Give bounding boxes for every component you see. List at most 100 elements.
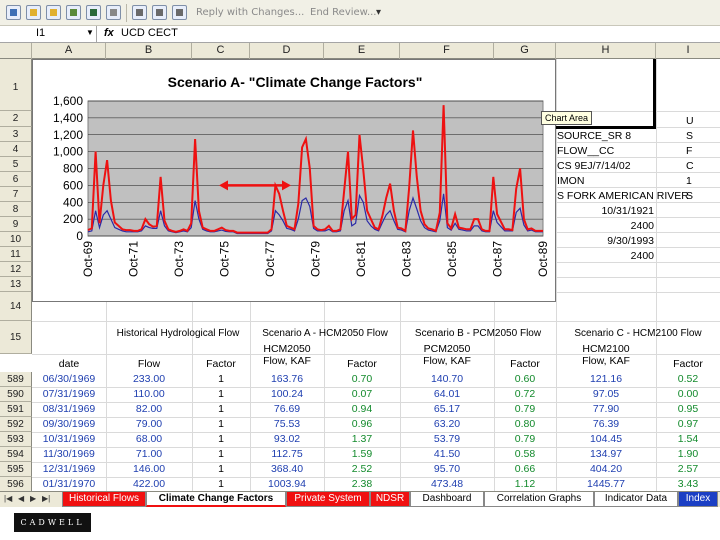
table-cell-c-flow[interactable]: 134.97 <box>589 448 623 460</box>
table-cell-b-flow[interactable]: 473.48 <box>430 478 464 490</box>
tab-private-system[interactable]: Private System <box>286 492 370 507</box>
table-cell-a-flow[interactable]: 93.02 <box>273 433 301 445</box>
table-cell-a-fac[interactable]: 1.59 <box>351 448 373 460</box>
table-cell-b-flow[interactable]: 140.70 <box>430 373 464 385</box>
table-cell-a-fac[interactable]: 1.37 <box>351 433 373 445</box>
table-cell-b-flow[interactable]: 95.70 <box>433 463 461 475</box>
table-cell-a-fac[interactable]: 0.96 <box>351 418 373 430</box>
toolbar-options-icon[interactable]: ▾ <box>376 7 382 18</box>
column-header-c[interactable]: C <box>192 43 250 59</box>
table-cell-b-fac[interactable]: 0.79 <box>514 433 536 445</box>
tab-index[interactable]: Index <box>678 492 718 507</box>
save-icon[interactable] <box>46 5 61 20</box>
factor-header-hist[interactable]: Factor <box>206 358 236 370</box>
end-review-button[interactable]: End Review... <box>310 7 377 18</box>
next-sheet-icon[interactable]: ▶ <box>30 494 37 503</box>
table-cell-date[interactable]: 01/31/1970 <box>42 478 96 490</box>
flow-kaf-header-a[interactable]: Flow, KAF <box>263 355 311 367</box>
row-header[interactable]: 7 <box>0 187 32 202</box>
row-header[interactable]: 5 <box>0 157 32 172</box>
table-cell-c-fac[interactable]: 1.90 <box>677 448 699 460</box>
table-cell-b-flow[interactable]: 41.50 <box>433 448 461 460</box>
table-cell-a-flow[interactable]: 1003.94 <box>268 478 306 490</box>
cell-h9[interactable]: 9/30/1993 <box>607 235 654 247</box>
table-cell-hist[interactable]: 146.00 <box>132 463 166 475</box>
flow-kaf-header-b[interactable]: Flow, KAF <box>423 355 471 367</box>
tab-indicator-data[interactable]: Indicator Data <box>594 492 678 507</box>
first-sheet-icon[interactable]: |◀ <box>4 494 13 503</box>
row-header[interactable]: 11 <box>0 247 32 262</box>
table-cell-a-flow[interactable]: 112.75 <box>271 448 303 460</box>
table-cell-date[interactable]: 06/30/1969 <box>42 373 96 385</box>
historical-flow-header[interactable]: Historical Hydrological Flow <box>116 328 240 339</box>
table-cell-hist[interactable]: 422.00 <box>132 478 166 490</box>
table-cell-hfac[interactable]: 1 <box>218 388 224 400</box>
cell-h8[interactable]: 2400 <box>630 220 654 232</box>
tab-dashboard[interactable]: Dashboard <box>410 492 484 507</box>
table-cell-b-fac[interactable]: 0.79 <box>514 403 536 415</box>
row-header[interactable]: 14 <box>0 292 32 321</box>
row-header[interactable]: 593 <box>0 432 32 447</box>
factor-header-a[interactable]: Factor <box>347 358 377 370</box>
table-cell-date[interactable]: 07/31/1969 <box>42 388 96 400</box>
date-header[interactable]: date <box>58 358 80 370</box>
table-cell-c-flow[interactable]: 77.90 <box>592 403 620 415</box>
table-cell-b-fac[interactable]: 0.80 <box>514 418 536 430</box>
cell-i1[interactable]: U <box>686 115 694 127</box>
table-cell-date[interactable]: 08/31/1969 <box>42 403 96 415</box>
table-cell-c-fac[interactable]: 0.95 <box>677 403 699 415</box>
table-cell-date[interactable]: 12/31/1969 <box>42 463 96 475</box>
column-header-e[interactable]: E <box>324 43 400 59</box>
table-cell-hist[interactable]: 71.00 <box>135 448 163 460</box>
table-cell-c-flow[interactable]: 76.39 <box>592 418 620 430</box>
scenario-c-header[interactable]: Scenario C - HCM2100 Flow <box>574 328 702 339</box>
row-header[interactable]: 596 <box>0 477 32 492</box>
row-header[interactable]: 3 <box>0 127 32 142</box>
last-sheet-icon[interactable]: ▶| <box>42 494 51 503</box>
flow-header[interactable]: Flow <box>137 358 161 370</box>
copy-icon[interactable] <box>66 5 81 20</box>
name-box-dropdown-icon[interactable]: ▼ <box>86 28 94 37</box>
table-cell-a-flow[interactable]: 76.69 <box>273 403 301 415</box>
table-cell-hfac[interactable]: 1 <box>218 433 224 445</box>
column-header-a[interactable]: A <box>32 43 106 59</box>
table-cell-hist[interactable]: 79.00 <box>135 418 163 430</box>
select-all-corner[interactable] <box>0 43 32 59</box>
table-cell-b-fac[interactable]: 1.12 <box>514 478 536 490</box>
tab-historical-flows[interactable]: Historical Flows <box>62 492 146 507</box>
prev-sheet-icon[interactable]: ◀ <box>18 494 25 503</box>
cell-h6[interactable]: S FORK AMERICAN RIVER <box>557 190 689 202</box>
row-header[interactable]: 15 <box>0 321 32 354</box>
new-icon[interactable] <box>6 5 21 20</box>
table-cell-c-flow[interactable]: 404.20 <box>589 463 623 475</box>
table-cell-c-fac[interactable]: 1.54 <box>677 433 699 445</box>
column-header-f[interactable]: F <box>400 43 494 59</box>
window-icon[interactable] <box>86 5 101 20</box>
table-cell-a-fac[interactable]: 2.52 <box>351 463 373 475</box>
table-cell-date[interactable]: 11/30/1969 <box>43 448 95 460</box>
row-header[interactable]: 4 <box>0 142 32 157</box>
formula-input[interactable]: UCD CECT <box>121 27 178 39</box>
cell-i4[interactable]: C <box>686 160 694 172</box>
column-header-i[interactable]: I <box>686 44 690 56</box>
table-cell-hist[interactable]: 82.00 <box>135 403 163 415</box>
table-cell-hist[interactable]: 110.00 <box>133 388 165 400</box>
cell-i6[interactable]: S <box>686 190 694 202</box>
table-cell-hfac[interactable]: 1 <box>218 403 224 415</box>
embedded-chart[interactable]: Scenario A- "Climate Change Factors" 1,6… <box>32 59 556 302</box>
column-header-h[interactable]: H <box>556 43 656 59</box>
table-cell-c-fac[interactable]: 0.97 <box>677 418 699 430</box>
cell-h10[interactable]: 2400 <box>630 250 654 262</box>
table-cell-c-fac[interactable]: 0.52 <box>677 373 699 385</box>
row-header[interactable]: 591 <box>0 402 32 417</box>
scenario-a-header[interactable]: Scenario A - HCM2050 Flow <box>262 328 388 339</box>
tab-climate-change-factors[interactable]: Climate Change Factors <box>146 492 286 507</box>
row-header[interactable]: 9 <box>0 217 32 232</box>
fx-icon[interactable]: fx <box>104 27 114 39</box>
table-cell-date[interactable]: 09/30/1969 <box>42 418 96 430</box>
column-header-d[interactable]: D <box>250 43 324 59</box>
cell-h5[interactable]: IMON <box>557 175 585 187</box>
row-header[interactable]: 12 <box>0 262 32 277</box>
table-cell-hfac[interactable]: 1 <box>218 418 224 430</box>
row-header[interactable]: 2 <box>0 111 32 127</box>
